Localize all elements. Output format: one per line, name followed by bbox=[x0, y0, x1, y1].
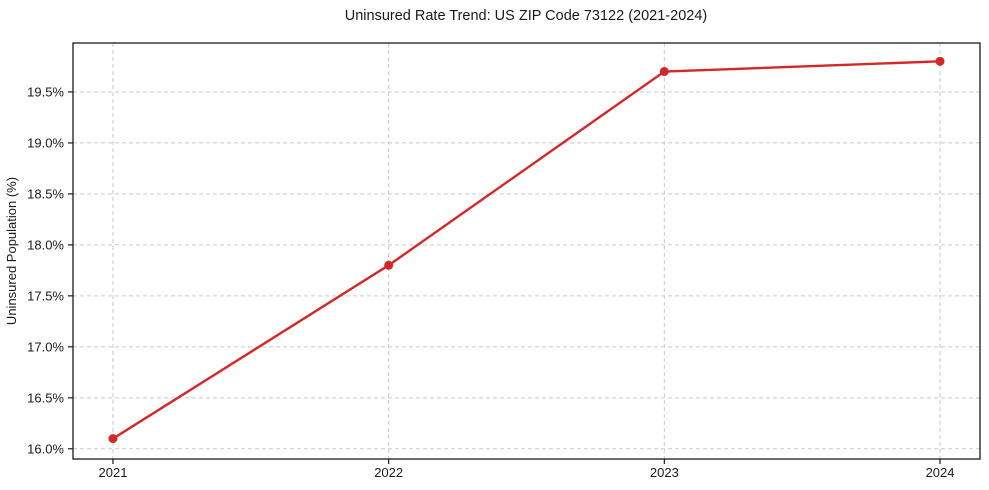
axes-layer: 16.0% 16.5% 17.0% 17.5% 18.0% 18.5% 19.0% 19.5%… bbox=[27, 42, 981, 480]
y-tick-label: 19.5% bbox=[27, 84, 64, 99]
x-tick-label: 2021 bbox=[99, 465, 128, 480]
data-point bbox=[935, 56, 945, 66]
x-tick-label: 2023 bbox=[650, 465, 679, 480]
y-tick-label: 17.5% bbox=[27, 288, 64, 303]
y-tick-label: 19.0% bbox=[27, 135, 64, 150]
grid-layer bbox=[73, 43, 980, 459]
data-layer bbox=[108, 56, 945, 444]
data-line bbox=[111, 60, 942, 440]
y-axis-label: Uninsured Population (%) bbox=[4, 177, 19, 325]
x-tick-label: 2024 bbox=[926, 465, 955, 480]
y-tick-label: 16.5% bbox=[27, 390, 64, 405]
data-point bbox=[108, 434, 118, 444]
plot-border bbox=[72, 42, 981, 460]
data-point bbox=[659, 67, 669, 77]
chart-title: Uninsured Rate Trend: US ZIP Code 73122 … bbox=[345, 8, 707, 24]
y-tick-label: 17.0% bbox=[27, 339, 64, 354]
y-tick-label: 16.0% bbox=[27, 441, 64, 456]
data-point bbox=[384, 260, 394, 270]
y-tick-label: 18.5% bbox=[27, 186, 64, 201]
x-tick-label: 2022 bbox=[374, 465, 403, 480]
y-tick-label: 18.0% bbox=[27, 237, 64, 252]
